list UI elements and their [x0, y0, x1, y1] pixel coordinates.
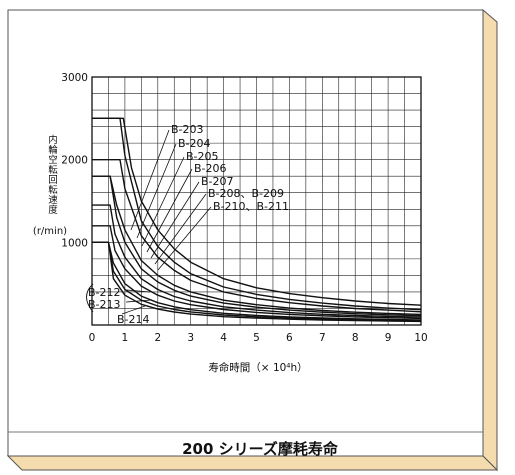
y-tick-label: 2000 [61, 155, 88, 167]
y-axis-label-char: 転 [48, 165, 58, 176]
leader-line [157, 206, 212, 271]
label-leaders [86, 129, 212, 315]
leader-line [125, 289, 151, 293]
x-tick-label: 1 [122, 332, 129, 344]
x-axis-label: 寿命時間（× 10⁴h） [208, 361, 307, 374]
x-tick-label: 3 [187, 332, 194, 344]
x-tick-label: 4 [220, 332, 227, 344]
y-axis-label-char: 回 [48, 175, 58, 186]
y-axis-unit: (r/min) [33, 226, 67, 237]
x-tick-label: 5 [253, 332, 260, 344]
series-line-B-208、B-209 [92, 204, 422, 318]
figure-caption: 200 シリーズ摩耗寿命 [182, 440, 338, 458]
series-label: B-213 [88, 298, 121, 311]
series-line-B-213 [92, 241, 422, 322]
series-label: B-205 [186, 150, 219, 163]
y-axis-label-char: 速 [48, 195, 58, 206]
bracket [86, 283, 94, 313]
series-line-B-204 [92, 117, 422, 311]
series-label: B-212 [88, 286, 121, 299]
series-line-B-210、B-211 [92, 225, 422, 320]
leader-line [150, 181, 200, 259]
series-labels: B-203B-204B-205B-206B-207B-208、B-209B-21… [88, 123, 289, 326]
leader-line [121, 305, 146, 315]
leader-line [154, 193, 207, 265]
plot-curves [92, 117, 422, 323]
series-label: B-208、B-209 [208, 187, 284, 200]
card-right-side [482, 8, 498, 472]
leader-line [141, 156, 185, 247]
leader-line [146, 168, 193, 253]
series-label: B-204 [178, 137, 211, 150]
leader-line [125, 299, 153, 303]
series-label: B-207 [201, 175, 234, 188]
plot-frame [91, 76, 422, 326]
series-label: B-206 [194, 162, 227, 175]
leader-line [130, 129, 170, 231]
y-axis-label-char: 転 [48, 185, 58, 196]
series-line-B-207 [92, 175, 422, 317]
y-axis-label-char: 内 [48, 134, 58, 146]
x-tick-label: 7 [319, 332, 326, 344]
y-axis-label-char: 空 [48, 154, 58, 166]
y-tick-label: 1000 [61, 237, 88, 249]
x-tick-label: 2 [154, 332, 161, 344]
x-tick-label: 10 [414, 332, 427, 344]
series-line-B-206 [92, 175, 422, 316]
series-line-B-212 [92, 241, 422, 321]
x-tick-label: 9 [385, 332, 392, 344]
card-face [7, 9, 484, 457]
series-label: B-214 [117, 313, 150, 326]
y-axis-label-char: 度 [48, 204, 58, 216]
series-label: B-203 [171, 123, 204, 136]
series-line-B-205 [92, 158, 422, 313]
x-tick-label: 0 [89, 332, 96, 344]
series-label: B-210、B-211 [213, 200, 289, 213]
x-tick-label: 8 [352, 332, 359, 344]
y-tick-label: 3000 [61, 72, 88, 84]
leader-line [136, 143, 177, 239]
series-line-B-214 [92, 241, 422, 323]
y-axis-label-char: 輪 [48, 144, 58, 156]
series-line-B-203 [92, 117, 422, 306]
x-tick-label: 6 [286, 332, 293, 344]
